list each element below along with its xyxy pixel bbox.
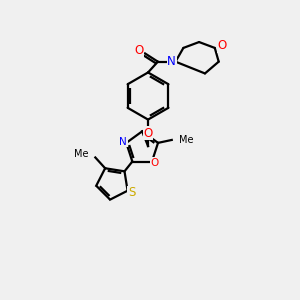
Text: O: O bbox=[218, 40, 227, 52]
Text: O: O bbox=[151, 158, 159, 167]
Text: Me: Me bbox=[74, 148, 88, 158]
Text: N: N bbox=[167, 55, 176, 68]
Text: S: S bbox=[128, 186, 135, 199]
Text: Me: Me bbox=[178, 135, 193, 145]
Text: O: O bbox=[135, 44, 144, 57]
Text: N: N bbox=[119, 137, 127, 147]
Text: O: O bbox=[143, 127, 153, 140]
